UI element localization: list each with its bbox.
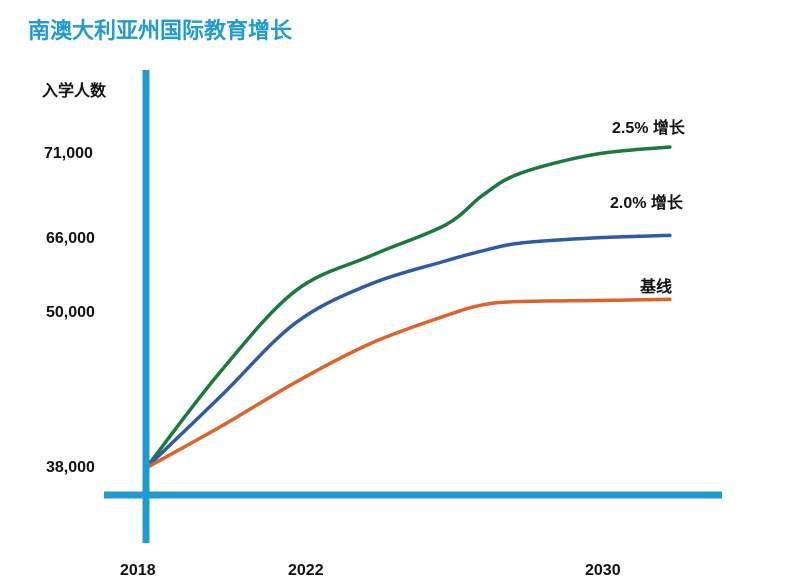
y-tick-label: 66,000 xyxy=(46,230,95,247)
y-tick-label: 50,000 xyxy=(46,304,95,321)
x-tick-label: 2022 xyxy=(288,562,324,579)
series-label: 2.5% 增长 xyxy=(612,118,686,137)
x-tick-label: 2018 xyxy=(120,562,156,579)
x-tick-label: 2030 xyxy=(585,562,621,579)
series-layer xyxy=(144,145,672,470)
series-line-1 xyxy=(144,145,672,470)
chart-title: 南澳大利亚州国际教育增长 xyxy=(28,18,293,43)
y-axis-label: 入学人数 xyxy=(42,81,107,100)
y-tick-label: 71,000 xyxy=(44,145,93,162)
series-line-2 xyxy=(144,233,672,470)
y-tick-label: 38,000 xyxy=(46,459,95,476)
series-label: 基线 xyxy=(639,277,672,296)
series-line-3 xyxy=(144,297,672,470)
series-label: 2.0% 增长 xyxy=(610,193,684,212)
